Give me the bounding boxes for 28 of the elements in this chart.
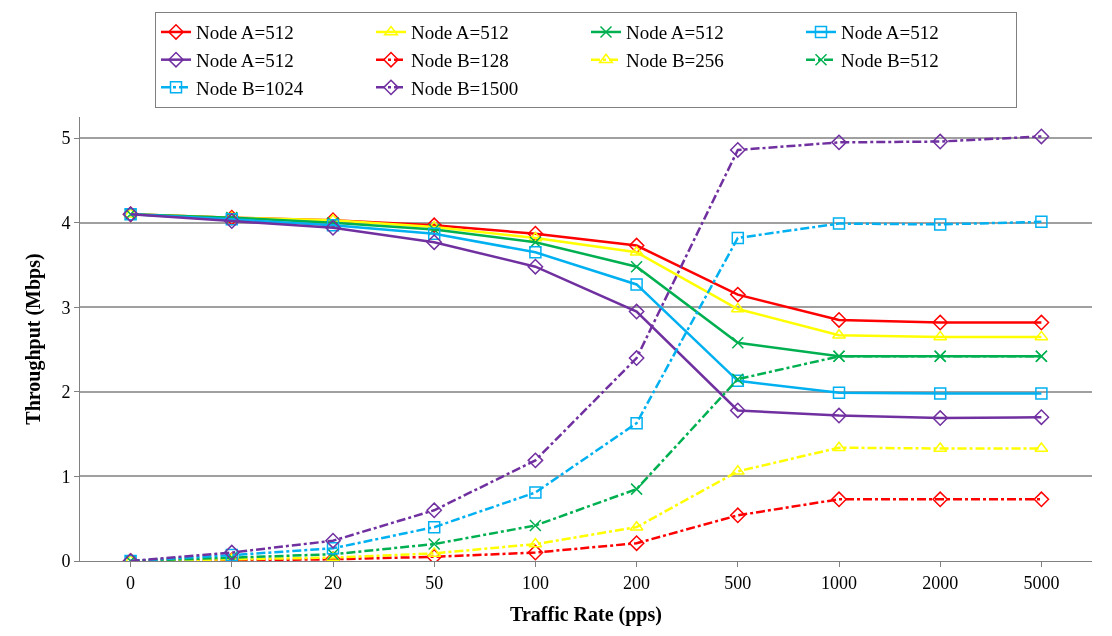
y-tick-label: 3 (61, 297, 71, 318)
legend-label: Node A=512 (196, 22, 294, 44)
legend-label: Node A=512 (626, 22, 724, 44)
x-axis-title: Traffic Rate (pps) (510, 603, 662, 627)
y-tick-label: 5 (61, 128, 71, 149)
x-tick-label: 20 (324, 572, 342, 593)
x-tick-label: 10 (222, 572, 241, 593)
legend-label: Node A=512 (196, 50, 294, 72)
legend-label: Node B=1500 (411, 77, 519, 99)
x-tick-label: 500 (724, 572, 752, 593)
x-tick-label: 200 (623, 572, 651, 593)
x-tick-label: 50 (425, 572, 444, 593)
legend-label: Node A=512 (841, 22, 939, 44)
y-tick-label: 0 (61, 551, 71, 572)
legend-label: Node B=256 (626, 50, 724, 72)
y-tick-label: 1 (61, 466, 71, 487)
y-tick-label: 2 (61, 382, 71, 403)
x-tick-label: 0 (126, 572, 136, 593)
x-tick-label: 2000 (922, 572, 959, 593)
x-tick-label: 100 (521, 572, 549, 593)
legend-label: Node B=512 (841, 50, 939, 72)
x-tick-label: 1000 (821, 572, 857, 593)
x-tick-label: 5000 (1023, 572, 1060, 593)
y-tick-label: 4 (61, 213, 71, 234)
y-axis-title: Throughput (Mbps) (21, 253, 45, 425)
legend-label: Node B=128 (411, 50, 509, 72)
legend-label: Node B=1024 (196, 77, 304, 99)
legend-label: Node A=512 (411, 22, 509, 44)
